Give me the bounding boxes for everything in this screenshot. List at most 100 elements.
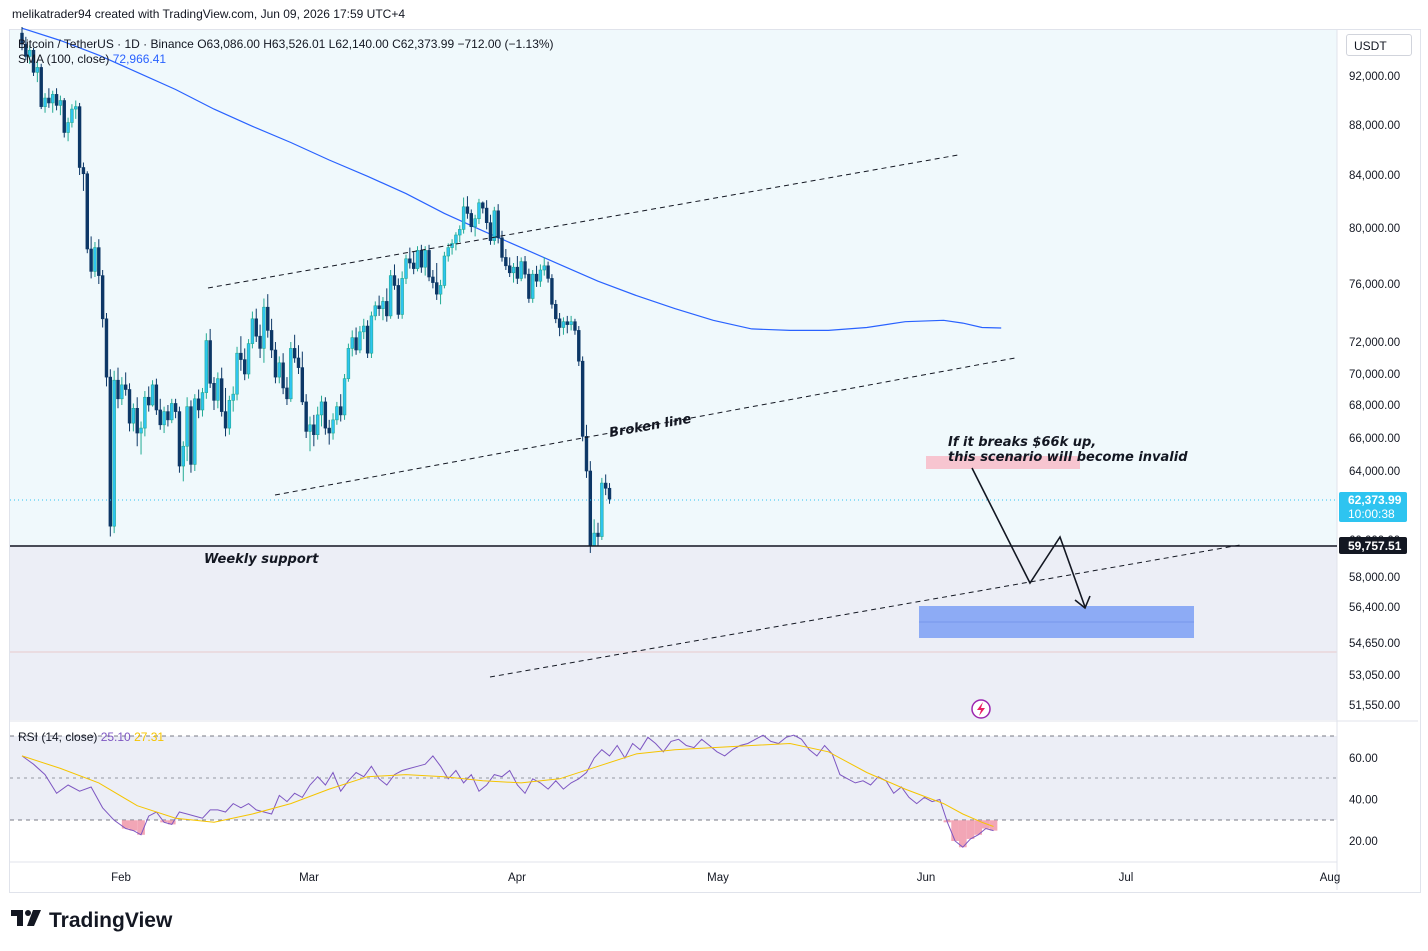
candle — [35, 61, 40, 83]
rsi-ma-value: 27.31 — [134, 730, 165, 744]
candle-body-down — [89, 248, 93, 272]
time-tick-label: Jul — [1119, 872, 1134, 884]
candle-body-down — [100, 275, 105, 320]
candle-body-up — [538, 269, 543, 282]
candle-body-down — [212, 382, 216, 401]
rsi-axis[interactable]: 60.00 40.00 20.00 — [1349, 753, 1378, 848]
candle-body-up — [561, 321, 566, 328]
currency-button[interactable]: USDT — [1346, 34, 1412, 56]
candle-body-up — [112, 379, 116, 527]
candle-body-up — [600, 482, 604, 537]
candle-body-down — [123, 384, 128, 390]
candle — [438, 279, 443, 305]
candle-body-down — [285, 387, 289, 400]
candle-body-down — [411, 262, 416, 269]
candle-body-up — [400, 278, 404, 315]
candle-body-up — [461, 206, 466, 230]
candle — [254, 308, 258, 342]
symbol-name: Bitcoin / TetherUS · 1D · Binance — [18, 37, 194, 51]
candle-body-down — [239, 352, 243, 360]
candle — [20, 27, 24, 51]
candle — [392, 264, 397, 290]
price-tick-label: 84,000.00 — [1349, 170, 1400, 182]
candle-body-up — [458, 229, 462, 236]
candle — [538, 264, 543, 287]
candle — [120, 377, 124, 405]
candle-body-down — [339, 406, 343, 416]
candle-body-up — [511, 266, 516, 274]
candle — [315, 406, 320, 440]
rsi-tick-label: 20.00 — [1349, 836, 1378, 848]
candle-body-up — [592, 532, 596, 546]
candle-body-up — [442, 255, 447, 286]
candle-body-down — [580, 360, 585, 437]
chart-attribution: melikatrader94 created with TradingView.… — [12, 7, 405, 21]
candle — [550, 274, 554, 309]
candle-body-up — [27, 49, 32, 57]
candle-body-up — [492, 210, 497, 241]
candle — [223, 387, 228, 437]
time-tick-label: May — [707, 872, 729, 884]
candle-body-down — [254, 318, 258, 337]
candle — [143, 391, 147, 437]
candle-body-up — [235, 352, 239, 395]
candle — [289, 342, 293, 402]
countdown-text: 10:00:38 — [1348, 507, 1395, 521]
time-tick-label: Jun — [917, 872, 936, 884]
candle — [281, 353, 285, 395]
lower-trend-line[interactable] — [489, 544, 1241, 678]
candle-body-down — [465, 206, 470, 214]
candle — [327, 419, 331, 445]
time-axis[interactable]: Feb Mar Apr May Jun Jul Aug — [111, 872, 1340, 884]
candle-body-down — [292, 348, 297, 359]
candle — [81, 162, 86, 191]
sma-value: 72,966.41 — [112, 52, 167, 66]
candle — [354, 327, 358, 355]
candle-body-down — [377, 305, 381, 309]
candle — [435, 263, 439, 300]
candle — [27, 45, 32, 64]
sma-100-line — [21, 27, 1002, 331]
price-tick-label: 72,000.00 — [1349, 337, 1400, 349]
candle — [385, 288, 389, 322]
candle-body-up — [143, 396, 147, 429]
candle — [335, 401, 339, 425]
candle-body-up — [423, 250, 427, 268]
price-tick-label: 92,000.00 — [1349, 71, 1400, 83]
candle — [584, 424, 589, 478]
candle — [227, 395, 232, 435]
candle-body-down — [31, 49, 36, 73]
support-price-badge — [1339, 537, 1407, 554]
candle — [577, 326, 581, 366]
candle — [515, 256, 520, 284]
projected-path[interactable] — [971, 467, 1086, 608]
candle-body-up — [58, 100, 63, 106]
symbol-legend[interactable]: Bitcoin / TetherUS · 1D · Binance O63,08… — [18, 36, 554, 52]
candle — [596, 522, 600, 546]
candle — [262, 298, 266, 363]
candle — [580, 356, 585, 442]
candle — [454, 232, 458, 251]
invalidation-zone[interactable] — [926, 456, 1080, 469]
sma-legend[interactable]: SMA (100, close) 72,966.41 — [18, 52, 166, 66]
candle-body-up — [150, 384, 155, 406]
lightning-icon[interactable] — [971, 699, 991, 719]
candle — [158, 398, 162, 430]
candle — [300, 351, 305, 405]
candle — [74, 100, 78, 119]
candle-body-up — [193, 398, 197, 465]
candle — [231, 386, 235, 412]
candle-body-up — [450, 243, 454, 248]
rsi-legend[interactable]: RSI (14, close) 25.10 27.31 — [18, 730, 164, 744]
candle-body-down — [500, 237, 504, 258]
candle — [423, 246, 427, 276]
candle-body-down — [573, 321, 577, 331]
price-axis[interactable]: 92,000.00 88,000.00 84,000.00 80,000.00 76,0… — [1349, 71, 1400, 712]
candle — [47, 88, 51, 108]
candle — [365, 320, 370, 358]
candle-body-up — [473, 218, 477, 227]
channel-upper-line[interactable] — [207, 154, 959, 289]
candle-body-down — [527, 273, 531, 299]
candle-body-down — [219, 378, 224, 412]
